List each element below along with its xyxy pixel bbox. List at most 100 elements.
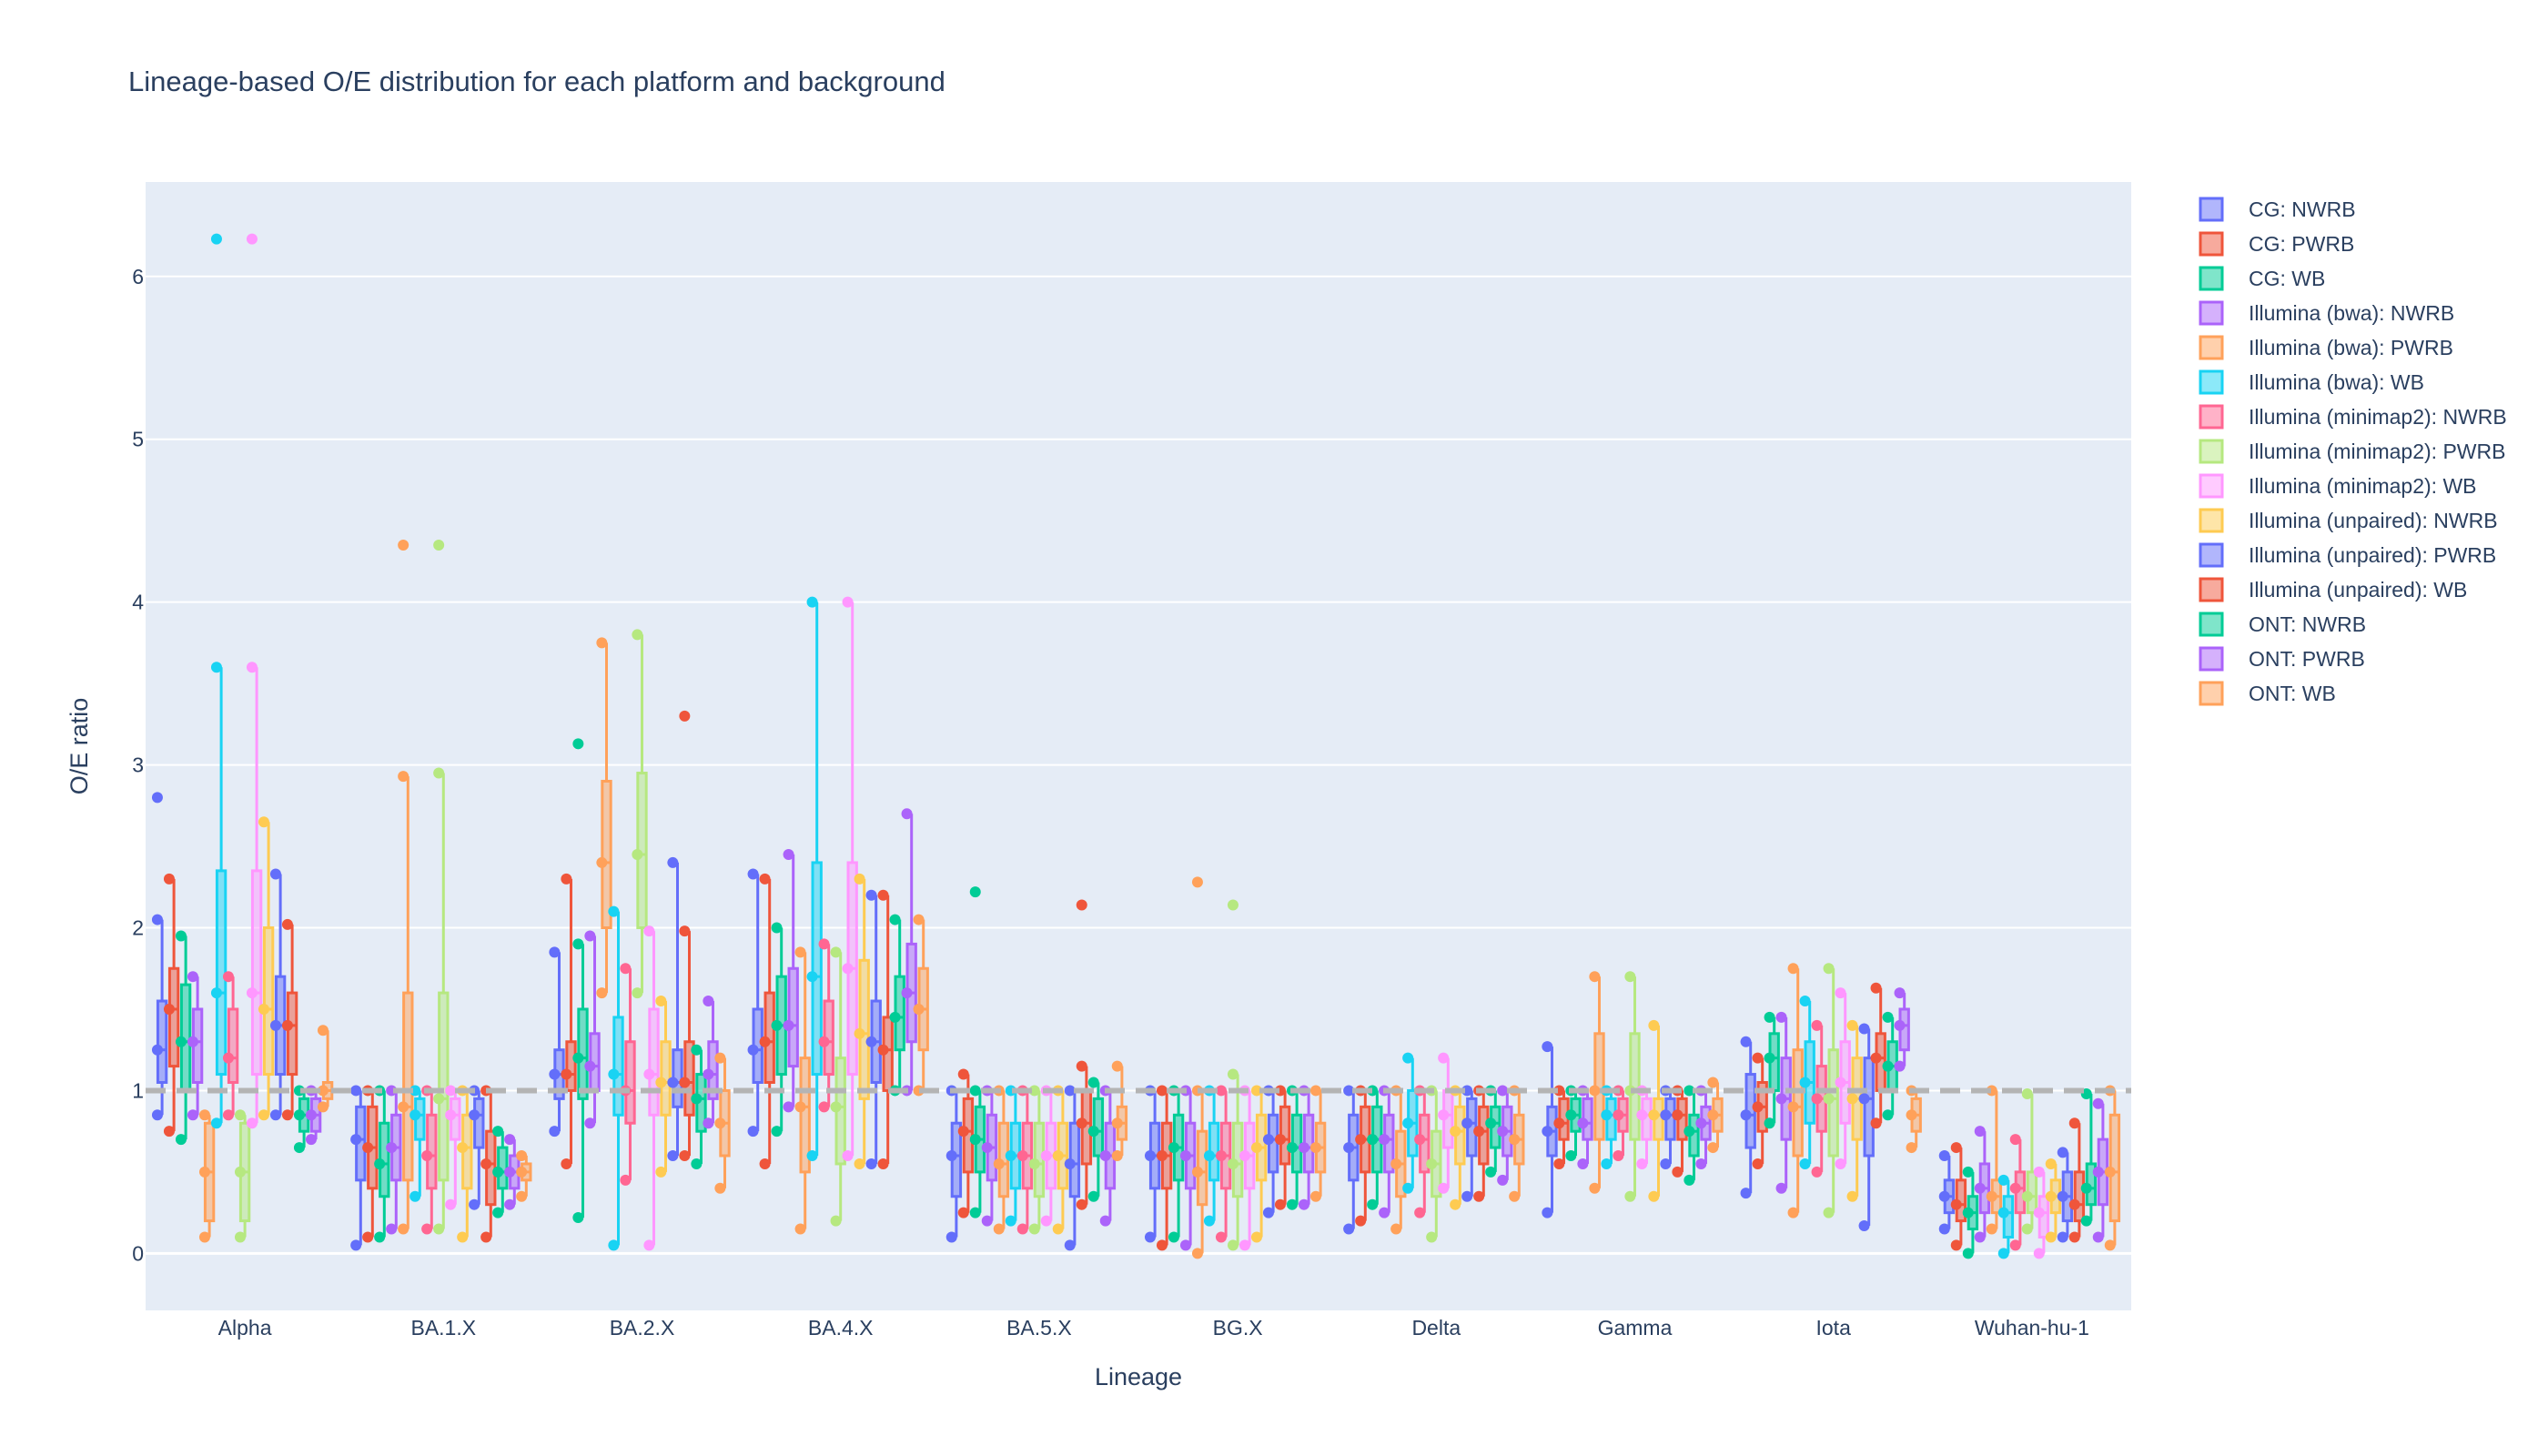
data-point <box>1577 1117 1589 1129</box>
data-point <box>957 1068 969 1080</box>
legend-label: Illumina (bwa): NWRB <box>2249 301 2454 325</box>
data-point <box>1882 1011 1894 1023</box>
outlier-point <box>1227 899 1239 911</box>
data-point <box>1707 1077 1719 1088</box>
legend-swatch <box>2199 646 2224 672</box>
legend-item[interactable]: Illumina (bwa): PWRB <box>2199 335 2453 360</box>
data-point <box>1298 1198 1309 1210</box>
data-point <box>2009 1134 2021 1146</box>
data-point <box>1414 1207 1426 1218</box>
data-point <box>504 1166 516 1178</box>
data-point <box>293 1142 305 1154</box>
data-point <box>1950 1142 1962 1154</box>
data-point <box>806 1150 818 1162</box>
data-point <box>386 1142 398 1154</box>
legend-item[interactable]: Illumina (bwa): NWRB <box>2199 300 2454 326</box>
data-point <box>2104 1239 2116 1251</box>
x-tick-label: BA.2.X <box>610 1316 675 1340</box>
box <box>2073 1170 2086 1223</box>
data-point <box>1168 1142 1179 1154</box>
data-point <box>1156 1085 1168 1097</box>
data-point <box>281 1109 293 1121</box>
data-point <box>1509 1190 1521 1202</box>
legend-item[interactable]: Illumina (unpaired): WB <box>2199 577 2467 602</box>
box <box>473 1097 485 1149</box>
legend-item[interactable]: ONT: NWRB <box>2199 612 2366 637</box>
data-point <box>1005 1150 1016 1162</box>
data-point <box>632 629 643 641</box>
data-point <box>608 1068 620 1080</box>
legend-item[interactable]: ONT: WB <box>2199 681 2336 706</box>
data-point <box>854 873 865 885</box>
legend-swatch <box>2199 542 2224 568</box>
data-point <box>2021 1088 2033 1100</box>
data-point <box>1156 1239 1168 1251</box>
data-point <box>1355 1215 1367 1227</box>
series-2 <box>175 738 1979 1259</box>
data-point <box>1660 1158 1672 1169</box>
data-point <box>1962 1166 1974 1178</box>
data-point <box>1858 1023 1870 1035</box>
data-point <box>1473 1126 1485 1138</box>
data-point <box>2033 1166 2045 1178</box>
legend-item[interactable]: Illumina (unpaired): PWRB <box>2199 542 2496 568</box>
data-point <box>1099 1215 1111 1227</box>
data-point <box>374 1158 386 1169</box>
data-point <box>398 1101 410 1113</box>
legend-item[interactable]: Illumina (bwa): WB <box>2199 369 2424 395</box>
data-point <box>981 1215 993 1227</box>
data-point <box>1764 1117 1775 1129</box>
box <box>262 926 275 1077</box>
y-tick-label: 0 <box>132 1241 144 1265</box>
data-point <box>362 1142 374 1154</box>
data-point <box>1016 1223 1028 1235</box>
data-point <box>410 1190 421 1202</box>
data-point <box>1565 1109 1577 1121</box>
data-point <box>1938 1190 1950 1202</box>
legend-item[interactable]: Illumina (minimap2): NWRB <box>2199 404 2507 430</box>
data-point <box>1064 1085 1076 1097</box>
data-point <box>222 1052 234 1064</box>
box <box>227 1007 239 1084</box>
data-point <box>714 1052 726 1064</box>
legend-item[interactable]: CG: WB <box>2199 266 2325 291</box>
data-point <box>1111 1150 1123 1162</box>
box <box>286 991 298 1077</box>
legend-item[interactable]: Illumina (unpaired): NWRB <box>2199 508 2498 533</box>
data-point <box>1577 1158 1589 1169</box>
data-point <box>269 1019 281 1031</box>
data-point <box>222 1109 234 1121</box>
legend-item[interactable]: ONT: PWRB <box>2199 646 2365 672</box>
data-point <box>163 1003 175 1015</box>
data-point <box>818 938 830 950</box>
legend-item[interactable]: CG: PWRB <box>2199 231 2354 257</box>
box <box>787 966 799 1068</box>
data-point <box>830 1101 842 1113</box>
data-point <box>350 1134 362 1146</box>
data-point <box>1823 1093 1835 1105</box>
legend-swatch <box>2199 404 2224 430</box>
data-point <box>2033 1207 2045 1218</box>
data-point <box>1601 1158 1613 1169</box>
data-point <box>747 1044 759 1056</box>
outlier-point <box>246 233 258 245</box>
outlier-point <box>679 710 691 722</box>
data-point <box>1274 1198 1286 1210</box>
data-point <box>1485 1117 1497 1129</box>
legend-item[interactable]: CG: NWRB <box>2199 197 2356 222</box>
data-point <box>281 918 293 930</box>
data-point <box>2068 1198 2080 1210</box>
legend[interactable]: CG: NWRB CG: PWRB CG: WB Illumina (bwa): NW… <box>2199 197 2507 706</box>
legend-item[interactable]: Illumina (minimap2): PWRB <box>2199 439 2505 464</box>
x-tick-label: BA.5.X <box>1006 1316 1072 1340</box>
data-point <box>1064 1239 1076 1251</box>
data-point <box>1962 1207 1974 1218</box>
data-point <box>1402 1117 1414 1129</box>
y-tick-label: 5 <box>132 428 144 451</box>
data-point <box>703 1068 714 1080</box>
box <box>250 869 263 1077</box>
x-axis-title: Lineage <box>1095 1363 1182 1390</box>
data-point <box>842 1150 854 1162</box>
legend-item[interactable]: Illumina (minimap2): WB <box>2199 473 2477 499</box>
